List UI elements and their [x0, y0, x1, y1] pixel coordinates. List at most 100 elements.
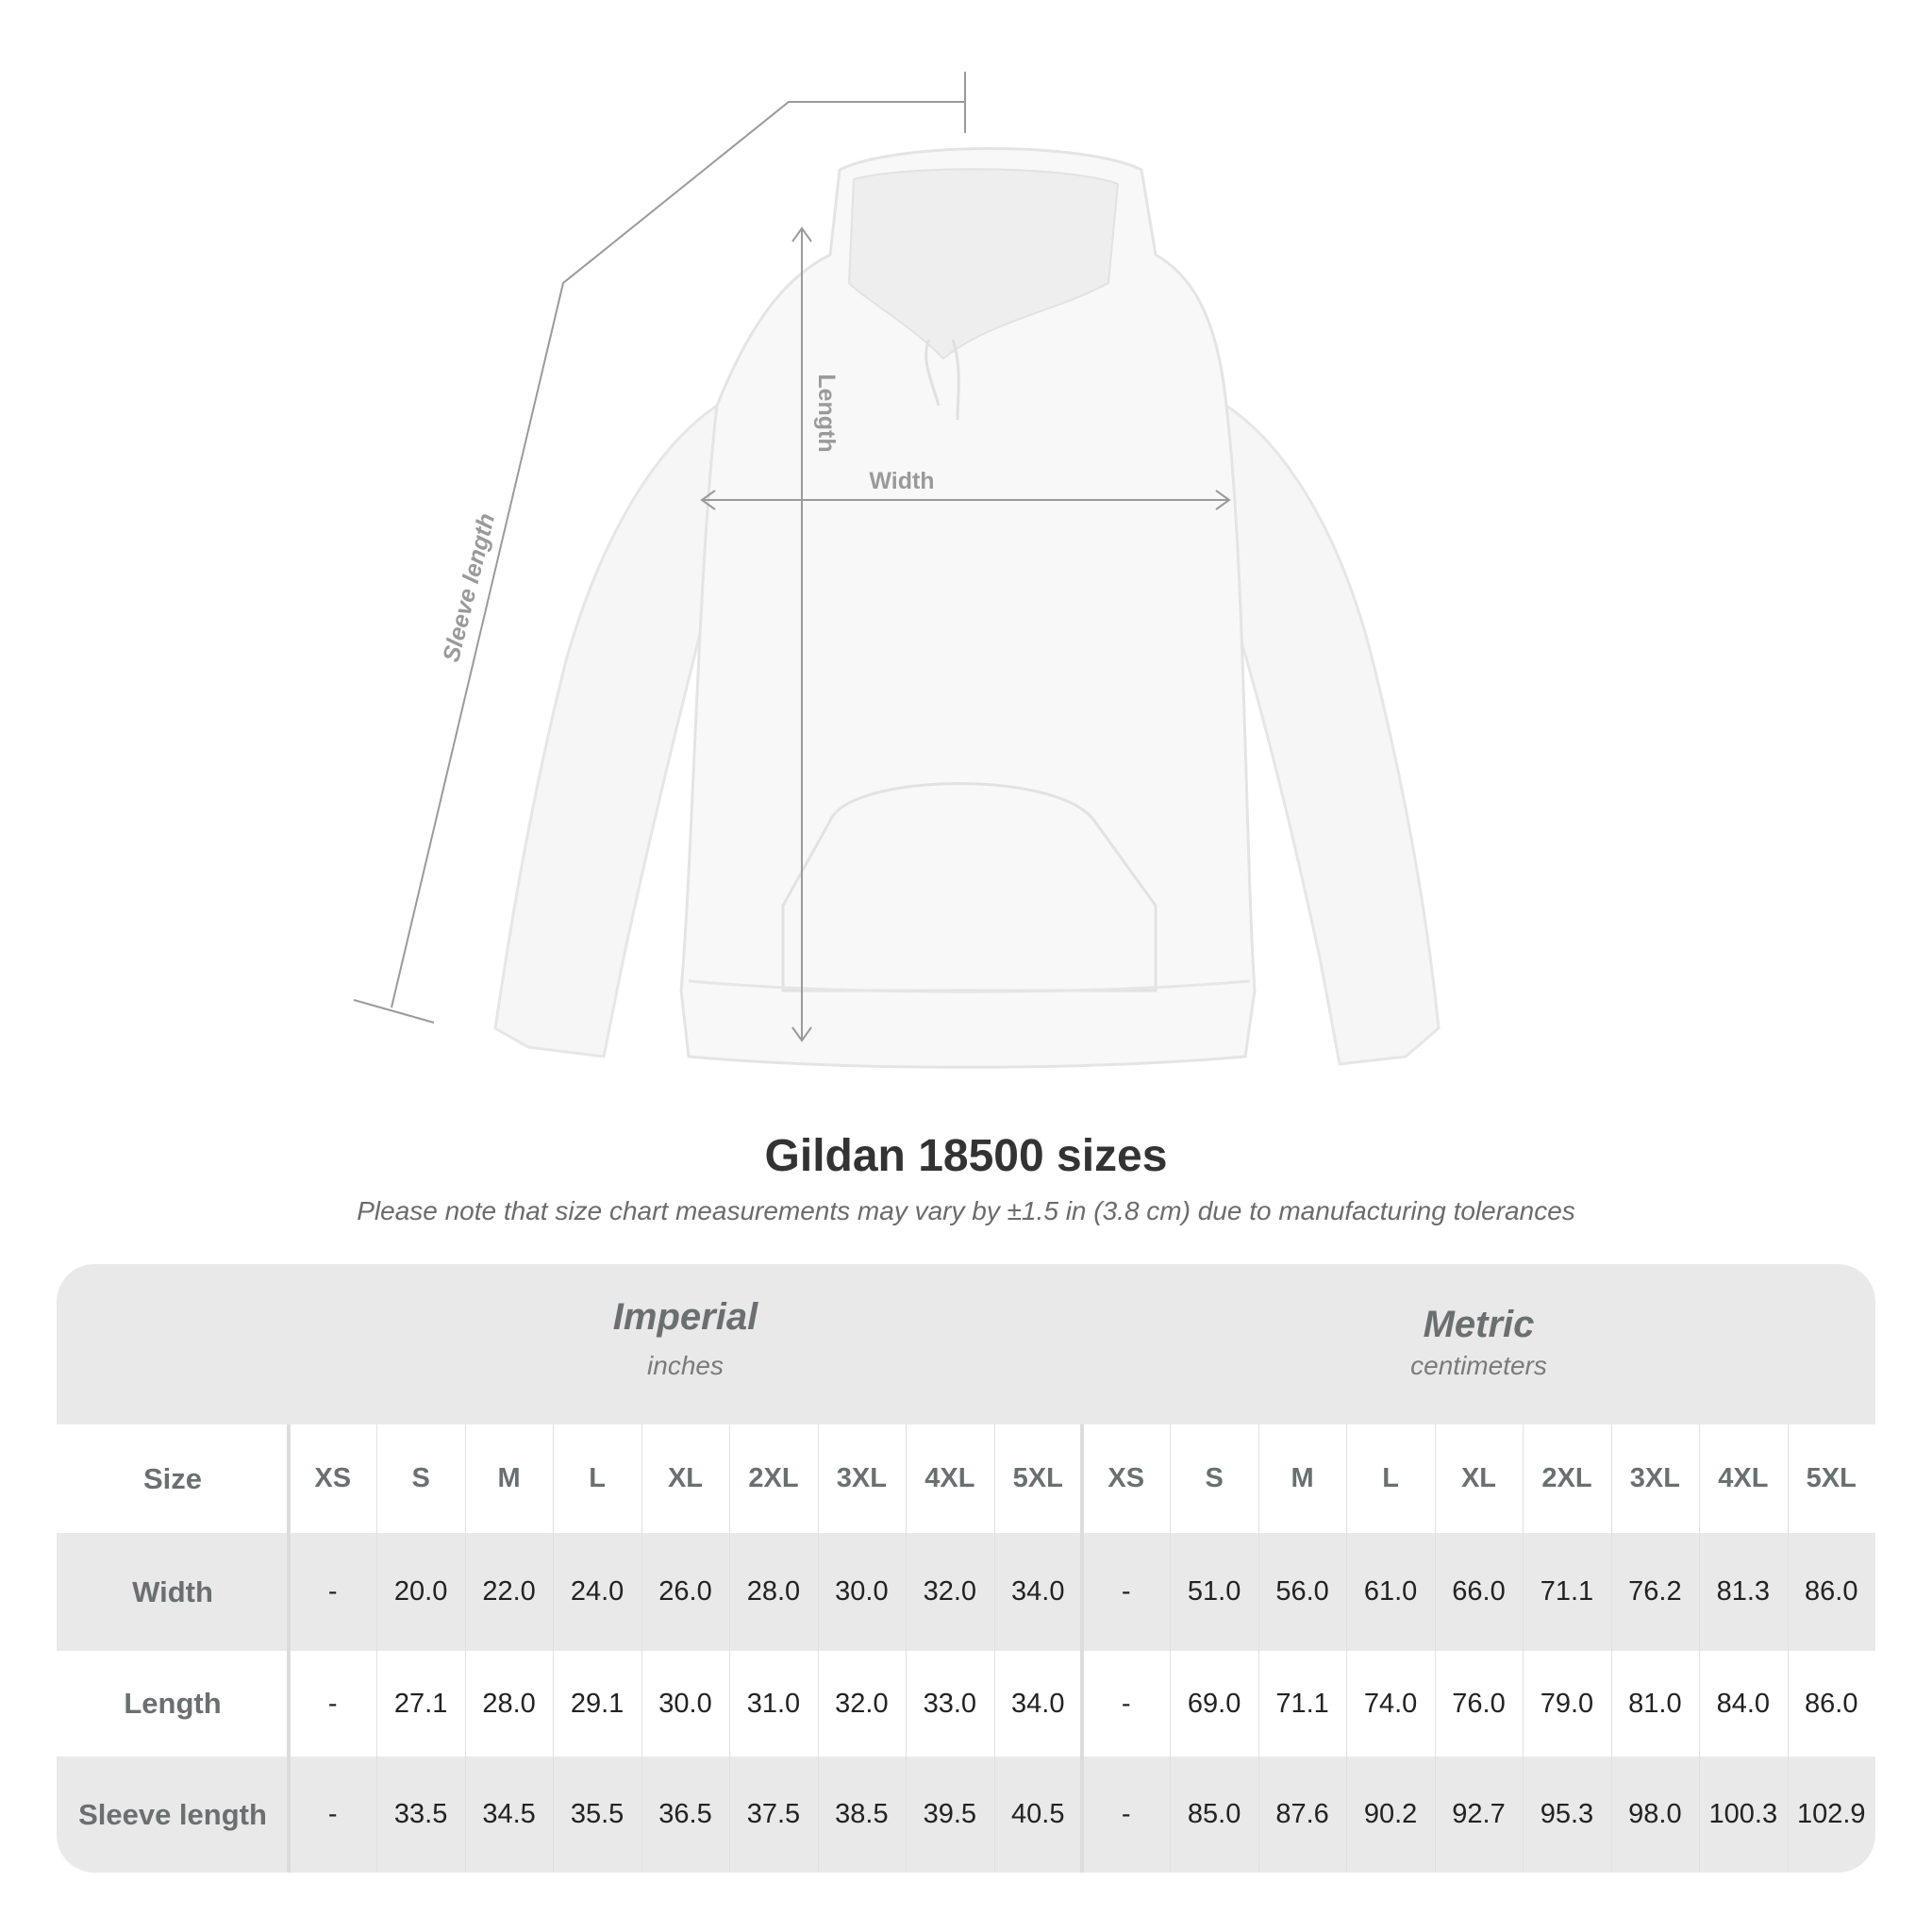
- imperial-value: 37.5: [746, 1799, 801, 1829]
- imperial-value: 34.0: [1011, 1688, 1065, 1719]
- imperial-value: 24.0: [570, 1576, 625, 1607]
- metric-value: 76.0: [1452, 1688, 1506, 1719]
- column-divider: [464, 1424, 466, 1873]
- column-divider: [906, 1424, 908, 1873]
- metric-value: 100.3: [1708, 1799, 1778, 1829]
- column-divider: [376, 1424, 378, 1873]
- size-header: Size: [142, 1461, 203, 1495]
- size-header-imperial: L: [589, 1463, 606, 1493]
- row-band-width: [57, 1533, 1875, 1651]
- metric-value: 85.0: [1187, 1799, 1241, 1829]
- metric-value: 76.2: [1628, 1576, 1682, 1607]
- imperial-value: 36.5: [658, 1799, 712, 1829]
- row-label: Width: [132, 1574, 213, 1608]
- imperial-value: -: [327, 1576, 338, 1607]
- imperial-heading: Imperial: [612, 1296, 758, 1338]
- size-header-metric: XS: [1108, 1463, 1145, 1493]
- size-chart-table: Imperial inches Metric centimeters Size X…: [57, 1264, 1875, 1873]
- size-header-metric: 3XL: [1629, 1463, 1680, 1493]
- metric-value: 56.0: [1275, 1576, 1329, 1607]
- metric-value: 61.0: [1363, 1576, 1418, 1607]
- column-divider: [1699, 1424, 1701, 1873]
- metric-value: 84.0: [1716, 1688, 1771, 1719]
- size-header-metric: 2XL: [1541, 1463, 1592, 1493]
- imperial-value: 34.5: [482, 1799, 536, 1829]
- row-label: Sleeve length: [78, 1797, 267, 1831]
- metric-value: -: [1121, 1799, 1131, 1829]
- column-divider: [553, 1424, 555, 1873]
- column-divider: [1346, 1424, 1348, 1873]
- imperial-value: 40.5: [1011, 1799, 1065, 1829]
- size-header-imperial: XL: [667, 1463, 704, 1493]
- metric-value: 71.1: [1540, 1576, 1594, 1607]
- imperial-value: 31.0: [746, 1688, 801, 1719]
- size-header-metric: M: [1291, 1463, 1314, 1493]
- hoodie-measurement-diagram: Sleeve length Length Width: [353, 72, 1441, 1069]
- imperial-value: 30.0: [658, 1688, 712, 1719]
- metric-value: 79.0: [1540, 1688, 1594, 1719]
- size-header-metric: 4XL: [1718, 1463, 1769, 1493]
- metric-value: 102.9: [1796, 1799, 1866, 1829]
- metric-value: 98.0: [1628, 1799, 1682, 1829]
- metric-value: 66.0: [1452, 1576, 1506, 1607]
- metric-value: 69.0: [1187, 1688, 1241, 1719]
- metric-value: -: [1121, 1576, 1131, 1607]
- size-header-imperial: M: [497, 1463, 521, 1493]
- column-divider: [1170, 1424, 1172, 1873]
- metric-value: 87.6: [1275, 1799, 1329, 1829]
- length-label: Length: [813, 374, 840, 452]
- column-divider: [817, 1424, 819, 1873]
- tolerance-note: Please note that size chart measurements…: [357, 1196, 1575, 1225]
- column-divider: [993, 1424, 995, 1873]
- metric-value: 51.0: [1187, 1576, 1241, 1607]
- metric-value: 81.0: [1628, 1688, 1682, 1719]
- metric-value: -: [1121, 1688, 1131, 1719]
- imperial-value: -: [327, 1799, 338, 1829]
- size-header-imperial: 4XL: [924, 1463, 975, 1493]
- imperial-value: 26.0: [658, 1576, 712, 1607]
- column-divider: [729, 1424, 731, 1873]
- column-divider: [287, 1424, 291, 1873]
- size-header-imperial: 5XL: [1012, 1463, 1063, 1493]
- metric-header: Metric centimeters: [1082, 1264, 1875, 1424]
- imperial-unit: inches: [647, 1351, 724, 1380]
- page-title: Gildan 18500 sizes: [764, 1131, 1168, 1181]
- column-divider: [1080, 1424, 1084, 1873]
- size-header-imperial: 3XL: [836, 1463, 887, 1493]
- imperial-value: 32.0: [835, 1688, 889, 1719]
- size-header-metric: L: [1382, 1463, 1399, 1493]
- imperial-value: 28.0: [482, 1688, 536, 1719]
- imperial-value: 30.0: [835, 1576, 889, 1607]
- size-header-imperial: XS: [314, 1463, 352, 1493]
- imperial-value: 29.1: [570, 1688, 625, 1719]
- size-header-imperial: 2XL: [748, 1463, 799, 1493]
- metric-heading: Metric: [1423, 1304, 1535, 1345]
- imperial-value: 35.5: [570, 1799, 625, 1829]
- size-header-metric: S: [1205, 1463, 1224, 1493]
- imperial-value: 33.0: [923, 1688, 977, 1719]
- header-band: [57, 1264, 1875, 1424]
- imperial-value: 20.0: [393, 1576, 448, 1607]
- metric-value: 74.0: [1363, 1688, 1418, 1719]
- metric-value: 81.3: [1716, 1576, 1771, 1607]
- hoodie-image: [493, 147, 1441, 1069]
- imperial-value: 39.5: [923, 1799, 977, 1829]
- metric-value: 95.3: [1540, 1799, 1594, 1829]
- metric-value: 92.7: [1452, 1799, 1506, 1829]
- sleeve-length-line: [391, 101, 965, 1008]
- imperial-value: 38.5: [835, 1799, 889, 1829]
- imperial-value: 22.0: [482, 1576, 536, 1607]
- size-header-metric: 5XL: [1806, 1463, 1857, 1493]
- column-divider: [1257, 1424, 1259, 1873]
- column-divider: [1610, 1424, 1612, 1873]
- metric-value: 86.0: [1805, 1688, 1858, 1719]
- column-divider: [641, 1424, 642, 1873]
- column-divider: [1434, 1424, 1436, 1873]
- size-header-imperial: S: [411, 1463, 430, 1493]
- metric-value: 71.1: [1275, 1688, 1329, 1719]
- size-header-metric: XL: [1460, 1463, 1497, 1493]
- imperial-value: -: [327, 1688, 338, 1719]
- row-band-sleeve: [57, 1757, 1875, 1873]
- column-divider: [1787, 1424, 1789, 1873]
- imperial-value: 28.0: [746, 1576, 801, 1607]
